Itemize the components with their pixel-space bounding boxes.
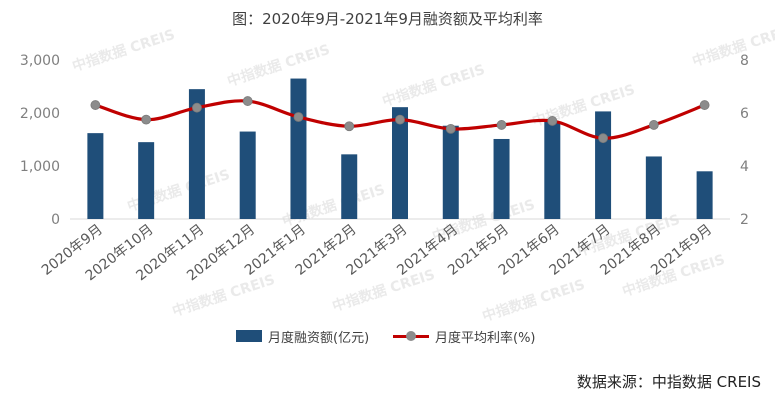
rate-marker bbox=[395, 114, 405, 125]
rate-marker bbox=[141, 114, 152, 125]
source-note: 数据来源：中指数据 CREIS bbox=[576, 373, 761, 391]
bar bbox=[392, 107, 408, 219]
bar bbox=[239, 131, 256, 219]
y-right-tick-label: 2 bbox=[740, 212, 749, 228]
legend-label-line: 月度平均利率(%) bbox=[435, 330, 536, 346]
chart-title: 图：2020年9月-2021年9月融资额及平均利率 bbox=[232, 10, 543, 28]
y-right-tick-label: 6 bbox=[740, 106, 749, 122]
rate-marker bbox=[445, 123, 456, 134]
y-left-tick-label: 3,000 bbox=[20, 53, 60, 69]
bar bbox=[138, 142, 155, 219]
rate-marker bbox=[598, 133, 608, 144]
y-left-tick-label: 2,000 bbox=[20, 106, 60, 122]
legend-item-line: 月度平均利率(%) bbox=[393, 327, 536, 346]
bar bbox=[341, 154, 358, 219]
y-right-tick-label: 8 bbox=[740, 53, 749, 69]
bar bbox=[696, 171, 713, 219]
legend-label-bar: 月度融资额(亿元) bbox=[268, 330, 370, 346]
legend-swatch-bar bbox=[236, 330, 262, 342]
bar bbox=[87, 133, 104, 219]
y-left-tick-label: 0 bbox=[51, 212, 60, 228]
y-left-tick-label: 1,000 bbox=[20, 159, 60, 175]
rate-marker bbox=[192, 102, 202, 113]
rate-marker bbox=[293, 112, 304, 122]
rate-marker bbox=[648, 120, 659, 130]
legend-item-bar: 月度融资额(亿元) bbox=[236, 327, 370, 346]
y-right-tick-label: 4 bbox=[740, 159, 749, 175]
bar bbox=[595, 111, 612, 219]
bar bbox=[290, 78, 307, 219]
rate-marker bbox=[242, 96, 253, 106]
bar bbox=[442, 125, 459, 219]
bar bbox=[493, 138, 510, 219]
rate-marker bbox=[90, 100, 101, 110]
rate-marker bbox=[496, 120, 507, 130]
rate-marker bbox=[344, 121, 355, 132]
bar bbox=[188, 89, 205, 220]
bar bbox=[645, 156, 662, 219]
rate-marker bbox=[699, 100, 710, 110]
legend-swatch-line bbox=[393, 330, 429, 342]
rate-marker bbox=[547, 116, 558, 126]
bar bbox=[544, 121, 561, 219]
